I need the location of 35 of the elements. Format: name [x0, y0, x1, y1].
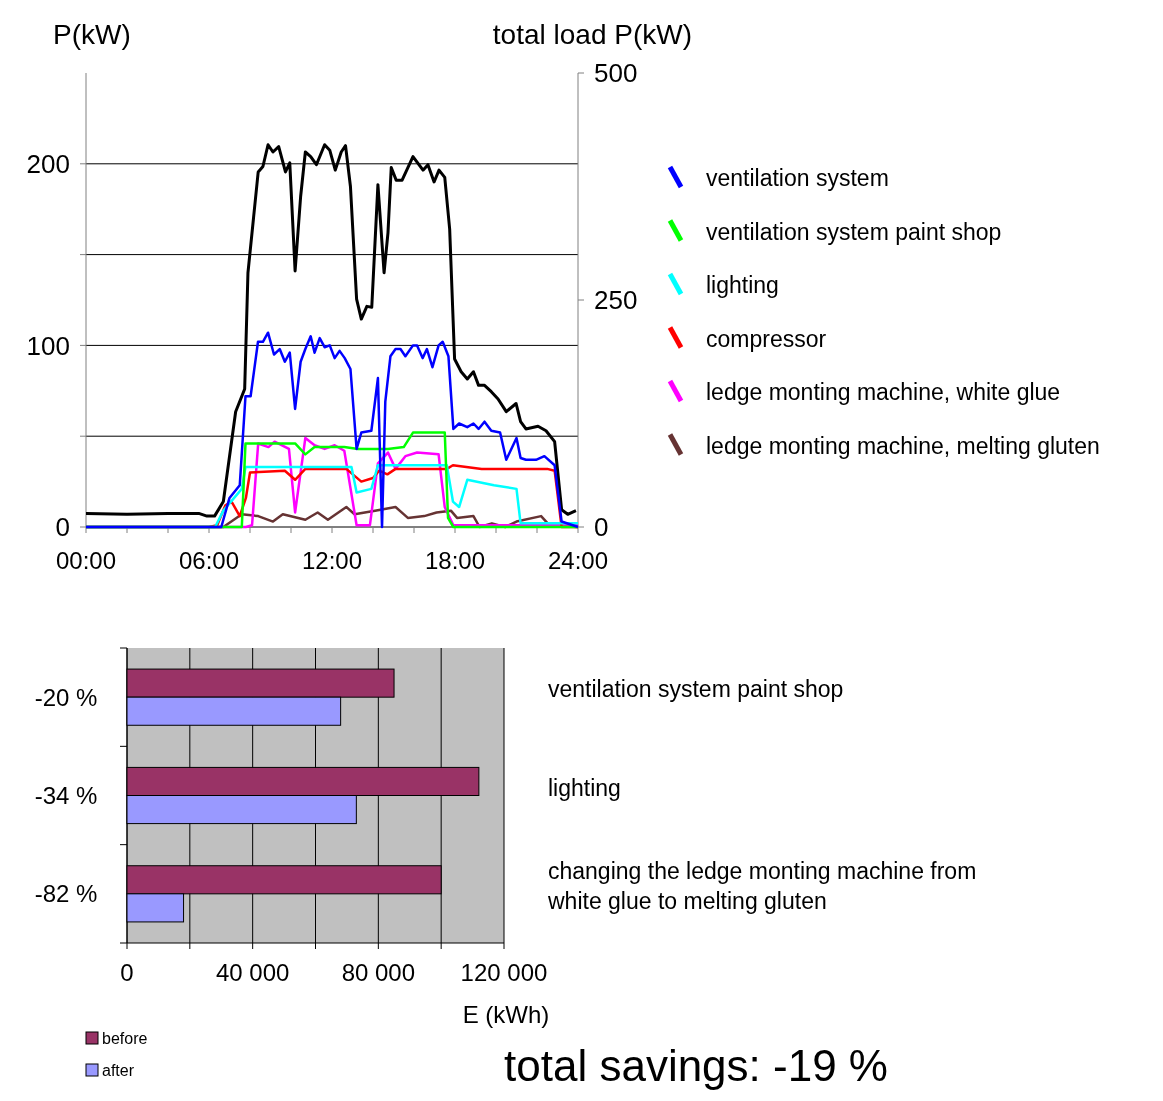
text: total savings: -19 %	[504, 1041, 888, 1091]
x-tick-label: 24:00	[547, 547, 609, 574]
text: changing the ledge monting machine from white glue to melting gluten	[547, 857, 977, 914]
y-tick-label: -34 %	[34, 781, 98, 809]
y-tick-label: 200	[26, 148, 70, 179]
legend-label: ventilation system paint shop	[706, 218, 1002, 245]
x-tick-label: 00:00	[55, 547, 117, 574]
y-tick-label: -82 %	[34, 880, 98, 908]
y-axis-title: P(kW)	[53, 19, 131, 50]
x-tick-label: 06:00	[178, 547, 240, 574]
x-axis-title: E (kWh)	[462, 1001, 550, 1028]
legend-label: before	[102, 1029, 148, 1047]
legend-label: ventilation system	[706, 165, 889, 192]
legend-label: ledge monting machine, melting gluten	[706, 432, 1100, 459]
line-series	[84, 143, 578, 518]
x-tick-label: 12:00	[301, 547, 363, 574]
line-series	[84, 331, 580, 529]
text: lighting	[548, 774, 621, 801]
y-tick-label: -20 %	[34, 683, 98, 711]
x-tick-label: 0	[120, 959, 134, 986]
x-tick-label: 18:00	[424, 547, 486, 574]
y-tick-label: 0	[55, 512, 70, 543]
y2-tick-label: 500	[594, 58, 638, 89]
x-tick-label: 40 000	[215, 959, 290, 986]
legend-label: lighting	[706, 272, 779, 299]
legend-label: ledge monting machine, white glue	[706, 379, 1061, 406]
legend-label: compressor	[706, 325, 827, 352]
y2-tick-label: 250	[594, 285, 638, 316]
x-tick-label: 80 000	[341, 959, 416, 986]
text: ventilation system paint shop	[548, 676, 844, 703]
legend-label: after	[102, 1061, 135, 1079]
y-tick-label: 100	[26, 330, 70, 361]
y2-axis-title: total load P(kW)	[492, 19, 692, 50]
x-tick-label: 120 000	[460, 959, 548, 986]
y2-tick-label: 0	[594, 512, 609, 543]
